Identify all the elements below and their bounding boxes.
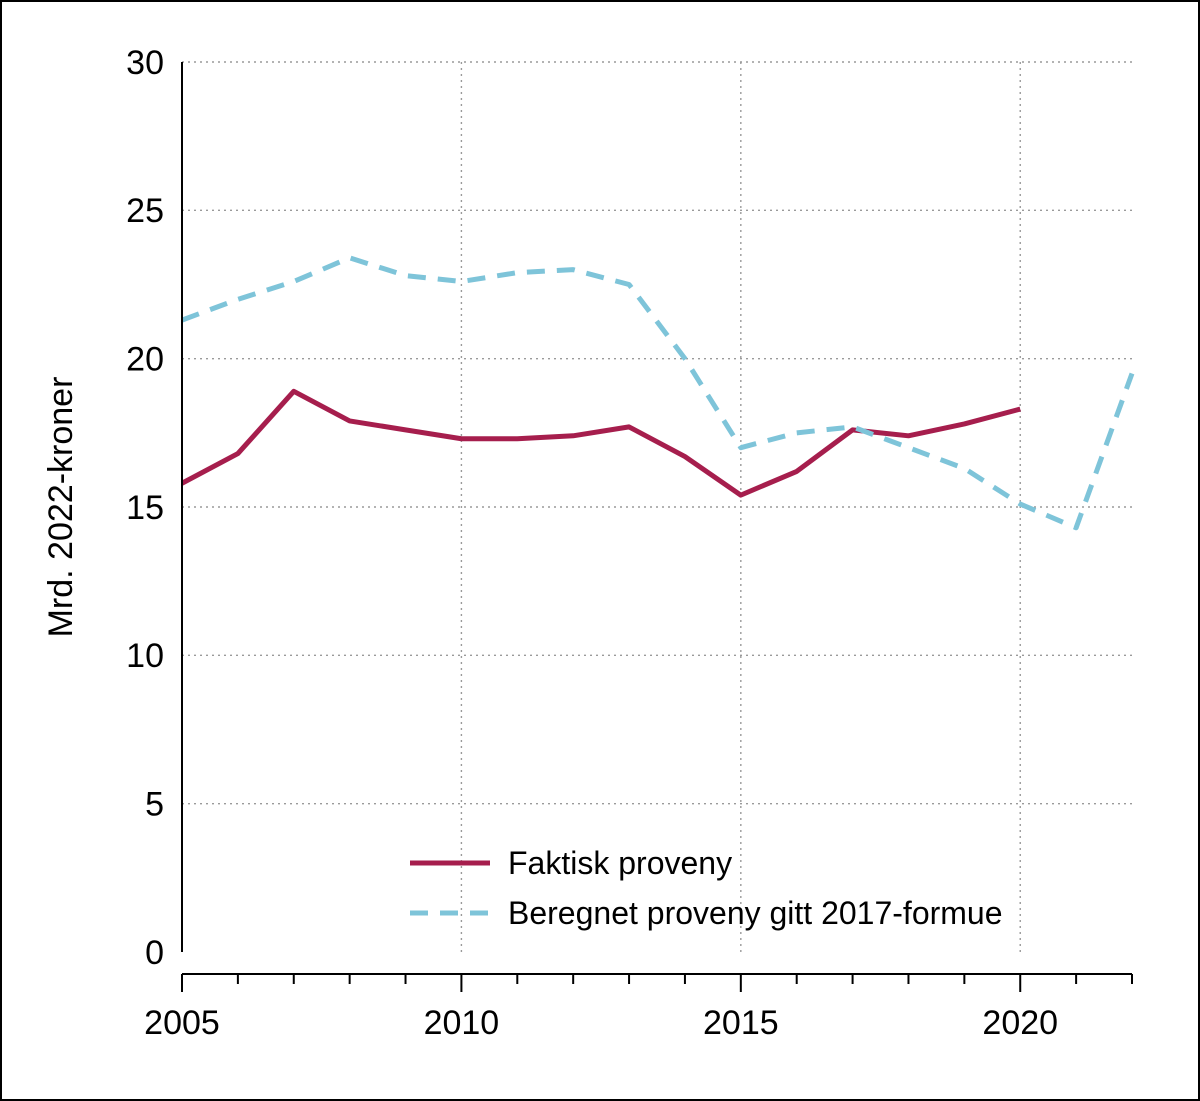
x-tick-label: 2010	[424, 1004, 500, 1042]
y-tick-label: 15	[126, 489, 164, 527]
y-tick-label: 20	[126, 341, 164, 379]
y-tick-label: 10	[126, 637, 164, 675]
line-chart: 2005 2010 2015 2020 0 5 10 15 20 25 30 Mrd. 2022-kr…	[2, 2, 1198, 1099]
series-line-1	[182, 258, 1132, 528]
legend-label-0: Faktisk proveny	[508, 845, 732, 881]
y-tick-label: 30	[126, 44, 164, 82]
y-tick-label: 0	[145, 934, 164, 972]
x-tick-label: 2015	[703, 1004, 779, 1042]
legend-label-1: Beregnet proveny gitt 2017-formue	[508, 895, 1003, 931]
y-tick-label: 25	[126, 192, 164, 230]
y-axis-label: Mrd. 2022-kroner	[42, 377, 80, 638]
chart-container: 2005 2010 2015 2020 0 5 10 15 20 25 30 Mrd. 2022-kr…	[0, 0, 1200, 1101]
x-tick-label: 2005	[144, 1004, 220, 1042]
y-tick-label: 5	[145, 786, 164, 824]
x-tick-label: 2020	[982, 1004, 1058, 1042]
